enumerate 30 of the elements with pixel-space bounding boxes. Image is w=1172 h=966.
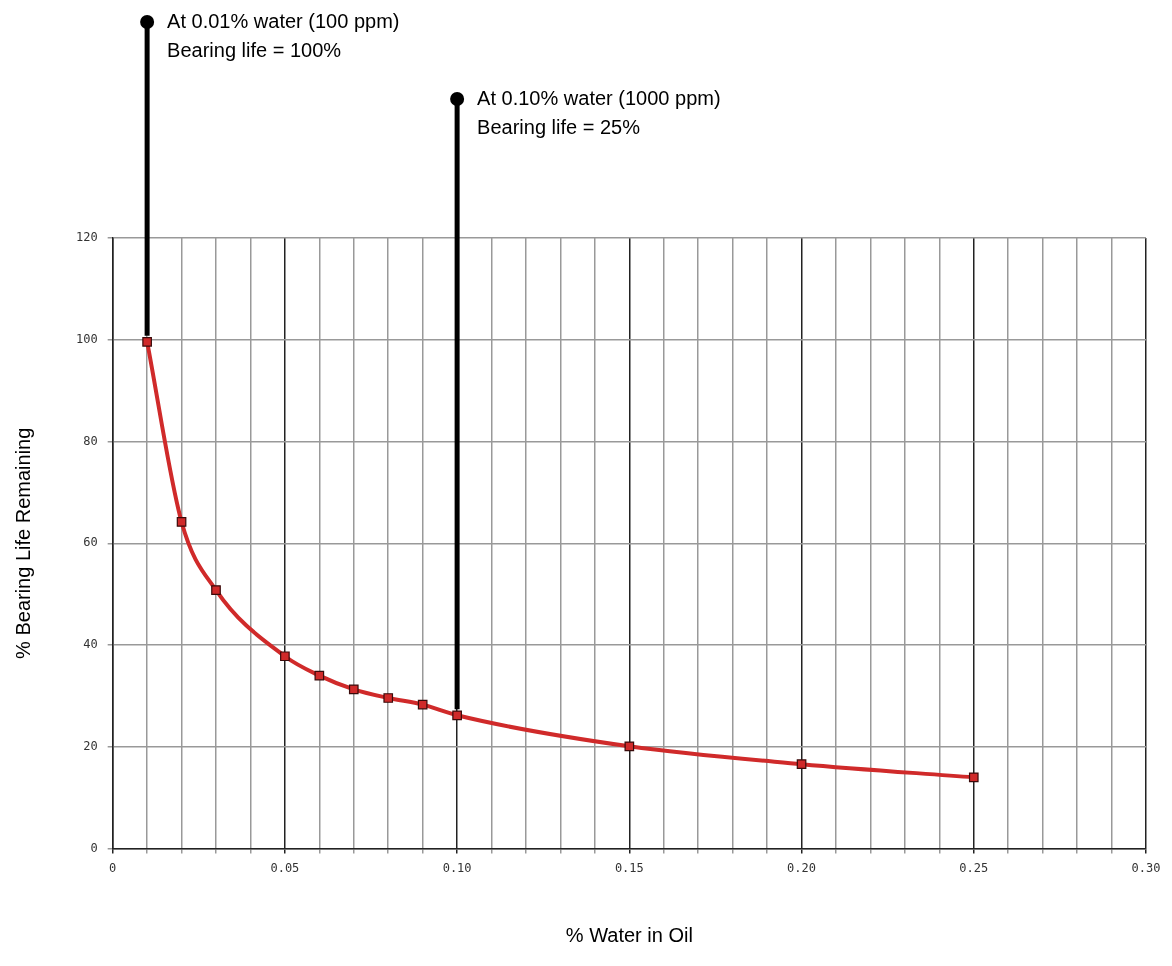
point: [314, 670, 325, 681]
x-tick-label: 0.25: [959, 860, 989, 875]
x-tick-label: 0.15: [614, 860, 644, 875]
point: [417, 699, 428, 710]
y-tick-label: 60: [83, 535, 98, 550]
point: [383, 693, 394, 703]
point: [796, 759, 807, 769]
y-tick-label: 80: [83, 433, 98, 448]
point: [280, 651, 290, 662]
point: [348, 684, 359, 695]
y-tick-label: 120: [75, 230, 98, 245]
point: [624, 741, 635, 752]
y-tick-label: 40: [83, 637, 98, 652]
point: [142, 336, 152, 347]
x-tick-label: 0.10: [442, 860, 472, 875]
x-tick-label: 0.30: [1131, 860, 1161, 875]
y-tick-label: 100: [75, 331, 98, 346]
y-tick-label: 20: [83, 738, 98, 753]
point: [211, 585, 221, 595]
point: [452, 710, 462, 721]
y-axis-title: % Bearing Life Remaining: [11, 427, 34, 659]
y-tick-label: 0: [90, 840, 98, 855]
x-axis-title: % Water in Oil: [565, 923, 693, 946]
point: [968, 772, 979, 783]
x-tick-label: 0.05: [270, 860, 300, 875]
x-tick-label: 0: [109, 860, 117, 875]
annotation: At 0.01% water (100 ppm) Bearing life = 100%: [167, 9, 400, 61]
point: [176, 517, 187, 527]
x-tick-label: 0.20: [787, 860, 817, 875]
annotation: At 0.10% water (1000 ppm) Bearing life = 25%: [477, 86, 721, 138]
